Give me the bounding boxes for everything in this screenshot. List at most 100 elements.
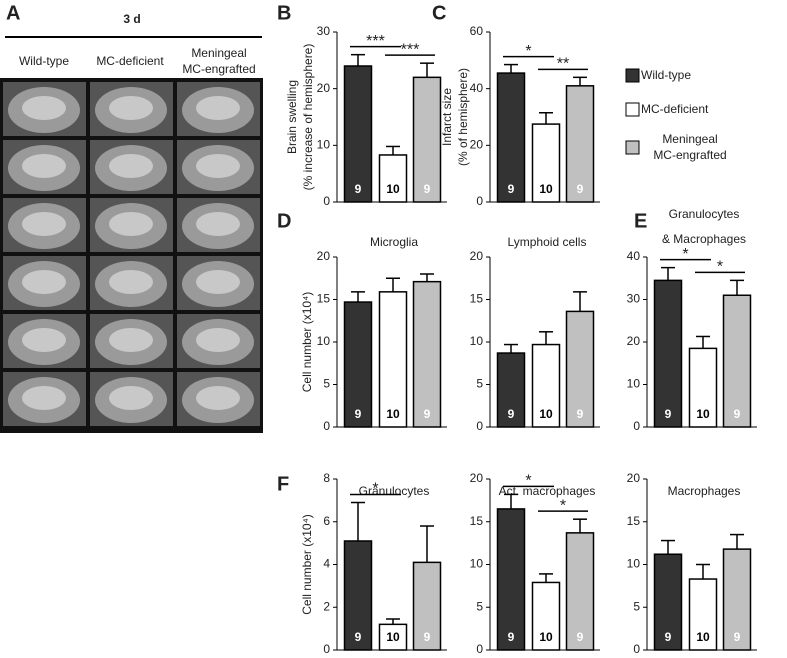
column-label: MC-deficient: [96, 54, 164, 68]
y-axis-label: Cell number (x10⁴): [300, 292, 314, 393]
n-label: 10: [386, 407, 400, 421]
bar: [343, 301, 373, 428]
y-tick-label: 10: [627, 557, 641, 571]
n-label: 9: [355, 182, 362, 196]
n-label: 10: [539, 407, 553, 421]
brain-region: [196, 270, 240, 294]
y-tick-label: 20: [627, 334, 641, 348]
bar: [412, 561, 442, 651]
y-tick-label: 10: [317, 334, 331, 348]
significance-label: **: [557, 56, 569, 73]
y-tick-label: 8: [323, 471, 330, 485]
significance-label: ***: [366, 33, 385, 50]
bar: [496, 352, 526, 428]
n-label: 10: [539, 182, 553, 196]
legend-label: MC-engrafted: [653, 148, 726, 162]
y-tick-label: 20: [470, 471, 484, 485]
y-tick-label: 20: [470, 249, 484, 263]
bar: [496, 508, 526, 651]
brain-region: [196, 96, 240, 120]
y-axis-label: (% increase of hemisphere): [301, 44, 315, 191]
n-label: 9: [665, 630, 672, 644]
brain-region: [109, 386, 153, 410]
n-label: 9: [424, 407, 431, 421]
y-tick-label: 20: [627, 471, 641, 485]
bar: [343, 540, 373, 651]
n-label: 9: [424, 182, 431, 196]
panel-letter: F: [277, 473, 289, 495]
brain-region: [109, 96, 153, 120]
brain-region: [109, 154, 153, 178]
brain-region: [22, 270, 66, 294]
y-tick-label: 60: [470, 24, 484, 38]
brain-region: [22, 96, 66, 120]
brain-region: [109, 270, 153, 294]
significance-label: *: [682, 246, 688, 263]
brain-region: [22, 154, 66, 178]
y-tick-label: 20: [317, 81, 331, 95]
bar: [378, 623, 408, 651]
brain-region: [109, 328, 153, 352]
bar: [531, 343, 561, 428]
n-label: 9: [665, 407, 672, 421]
brain-region: [109, 212, 153, 236]
legend-swatch: [625, 102, 640, 117]
n-label: 10: [386, 630, 400, 644]
bar: [412, 76, 442, 203]
n-label: 9: [577, 182, 584, 196]
bar: [531, 123, 561, 203]
n-label: 10: [696, 407, 710, 421]
n-label: 9: [508, 182, 515, 196]
y-tick-label: 15: [470, 292, 484, 306]
y-tick-label: 10: [470, 557, 484, 571]
y-tick-label: 0: [476, 642, 483, 656]
y-tick-label: 0: [633, 642, 640, 656]
chart-title: Lymphoid cells: [508, 235, 587, 249]
n-label: 9: [734, 630, 741, 644]
bar: [412, 280, 442, 428]
significance-label: *: [525, 473, 531, 490]
chart-title: Act. macrophages: [499, 484, 596, 498]
legend-label: MC-deficient: [641, 102, 709, 116]
y-axis-label: Cell number (x10⁴): [300, 514, 314, 615]
y-tick-label: 40: [627, 249, 641, 263]
y-tick-label: 4: [323, 557, 330, 571]
panel-letter: A: [6, 2, 20, 24]
significance-label: *: [525, 43, 531, 60]
y-tick-label: 20: [317, 249, 331, 263]
brain-region: [196, 386, 240, 410]
bar: [688, 578, 718, 651]
y-tick-label: 2: [323, 599, 330, 613]
y-tick-label: 5: [323, 377, 330, 391]
bar: [496, 72, 526, 203]
chart-title: Granulocytes: [359, 484, 430, 498]
bar: [653, 553, 683, 651]
n-label: 9: [355, 630, 362, 644]
y-axis-label: Infarct size: [440, 88, 454, 146]
bar: [722, 548, 752, 651]
n-label: 9: [577, 407, 584, 421]
legend-swatch: [625, 140, 640, 155]
panel-letter: C: [432, 2, 446, 24]
y-tick-label: 10: [470, 334, 484, 348]
bar: [565, 85, 595, 203]
brain-region: [22, 386, 66, 410]
bar: [722, 294, 752, 428]
column-label: Meningeal: [191, 46, 246, 60]
legend-label: Wild-type: [641, 68, 691, 82]
y-tick-label: 0: [476, 194, 483, 208]
n-label: 9: [577, 630, 584, 644]
bar: [343, 65, 373, 203]
y-tick-label: 0: [323, 194, 330, 208]
panel-a-title: 3 d: [123, 12, 140, 26]
significance-label: *: [717, 259, 723, 276]
y-tick-label: 10: [317, 138, 331, 152]
y-tick-label: 0: [323, 642, 330, 656]
y-tick-label: 6: [323, 514, 330, 528]
n-label: 9: [508, 630, 515, 644]
chart-title: Macrophages: [668, 484, 741, 498]
y-tick-label: 40: [470, 81, 484, 95]
y-tick-label: 20: [470, 138, 484, 152]
panel-letter: D: [277, 210, 291, 232]
